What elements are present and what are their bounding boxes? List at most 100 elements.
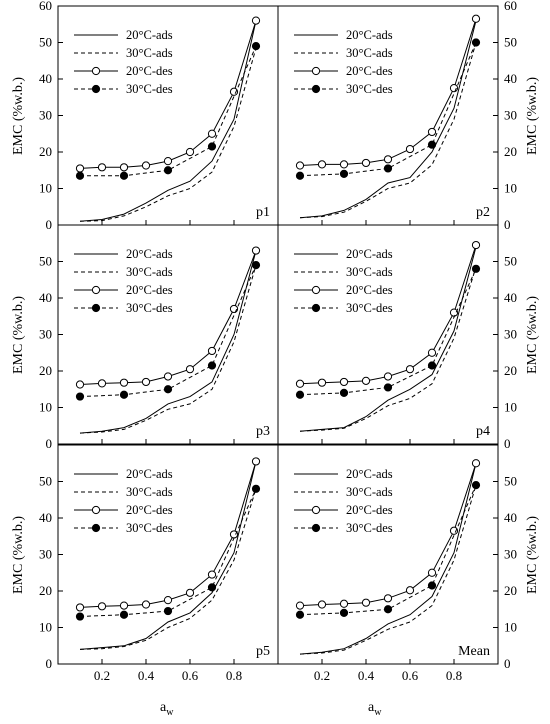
x-tick-label: 0.2	[314, 668, 330, 683]
series-point-3	[361, 158, 371, 168]
series-point-3	[317, 160, 327, 169]
y-tick-label: 20	[504, 583, 517, 598]
series-point-4	[295, 390, 305, 399]
y-tick-label: 50	[504, 254, 517, 269]
y-tick-label: 10	[39, 400, 52, 415]
y-tick-label: 50	[39, 35, 52, 50]
y-tick-label: 50	[39, 254, 52, 269]
x-axis-title-left-sub: w	[166, 707, 174, 718]
y-tick-label: 40	[39, 290, 52, 305]
y-axis-title-row1-right: EMC (%w.b.)	[525, 77, 540, 155]
x-axis-title-right-main: a	[368, 700, 375, 715]
legend-label-3: 20°C-des	[346, 64, 393, 78]
x-tick-label: 0.4	[138, 668, 155, 683]
series-point-3	[317, 600, 327, 609]
panel-mean: 0 10 20 30 40 50 0.2 0.4 0.6 0.8 20°C-ads 30°C-ads 2…	[277, 444, 517, 683]
panel-grid: 0 10 20 30 40 50 60 20°C-ads 30°C-ads 20°C-des 30°…	[39, 0, 517, 683]
legend-label-3: 20°C-des	[346, 503, 393, 517]
series-point-4	[383, 605, 393, 614]
series-point-4	[427, 140, 437, 149]
series-point-3	[185, 365, 195, 374]
legend-label-4: 30°C-des	[346, 521, 393, 535]
y-tick-label: 10	[504, 400, 517, 415]
y-tick-label: 30	[504, 327, 517, 342]
series-point-3	[295, 379, 305, 388]
series-point-4	[383, 164, 393, 173]
legend-marker-4	[311, 84, 321, 94]
legend-label-1: 20°C-ads	[126, 247, 173, 261]
legend-label-4: 30°C-des	[126, 82, 173, 96]
y-tick-label: 10	[39, 620, 52, 635]
y-axis-title-row1-left: EMC (%w.b.)	[11, 77, 26, 155]
series-point-3	[75, 164, 85, 173]
series-point-3	[339, 160, 349, 169]
y-tick-label: 20	[39, 144, 52, 159]
legend-label-2: 30°C-ads	[126, 46, 173, 60]
legend-label-1: 20°C-ads	[346, 467, 393, 481]
series-point-3	[163, 157, 173, 166]
series-line-2	[79, 264, 257, 434]
legend-label-4: 30°C-des	[346, 82, 393, 96]
series-line-2	[299, 42, 477, 219]
legend-label-4: 30°C-des	[126, 521, 173, 535]
series-line-4	[80, 45, 257, 177]
series-point-3	[251, 16, 261, 25]
series-point-3	[229, 304, 239, 314]
x-axis-title-left-main: a	[160, 700, 167, 715]
legend-marker-4	[91, 84, 101, 94]
y-axis-title-row2-right: EMC (%w.b.)	[525, 296, 540, 374]
series-line-1	[79, 20, 257, 222]
series-line-2	[79, 47, 257, 222]
legend-label-2: 30°C-ads	[126, 485, 173, 499]
series-point-3	[295, 161, 305, 170]
legend-label-2: 30°C-ads	[346, 485, 393, 499]
series-point-4	[471, 264, 481, 273]
y-tick-label: 60	[39, 0, 52, 13]
y-tick-label: 0	[504, 217, 511, 232]
series-point-3	[251, 457, 261, 466]
panel-p4: 0 10 20 30 40 50 20°C-ads 30°C-ads 20°C-des 30°C-…	[277, 224, 517, 451]
series-point-3	[405, 365, 415, 374]
x-axis-title-right-sub: w	[374, 707, 382, 718]
legend-marker-4	[311, 303, 321, 313]
series-point-3	[97, 163, 107, 172]
series-point-3	[427, 348, 437, 357]
series-line-4	[299, 42, 477, 177]
x-tick-label: 0.8	[226, 668, 242, 683]
series-point-3	[207, 570, 217, 579]
series-point-4	[295, 171, 305, 180]
series-point-4	[163, 385, 173, 394]
series-point-4	[471, 481, 481, 490]
y-tick-label: 0	[504, 436, 511, 451]
series-line-4	[299, 268, 477, 396]
series-point-3	[207, 346, 217, 356]
y-tick-label: 40	[504, 290, 517, 305]
y-tick-label: 60	[504, 0, 517, 13]
series-point-4	[207, 583, 217, 592]
series-line-1	[299, 246, 477, 432]
series-line-1	[79, 250, 257, 434]
series-point-4	[75, 612, 85, 621]
series-point-4	[75, 171, 85, 180]
series-point-3	[383, 372, 393, 381]
x-tick-label: 0.4	[358, 668, 375, 683]
series-point-3	[119, 378, 129, 387]
series-point-4	[339, 608, 349, 618]
panel-p1: 0 10 20 30 40 50 60 20°C-ads 30°C-ads 20°C-des 30°…	[39, 0, 279, 232]
series-point-4	[75, 392, 85, 401]
y-tick-label: 20	[504, 363, 517, 378]
y-axis-title-row2-left: EMC (%w.b.)	[11, 296, 26, 374]
y-axis-title-row3-right: EMC (%w.b.)	[525, 516, 540, 594]
x-tick-label: 0.6	[182, 668, 199, 683]
series-line-1	[299, 463, 477, 655]
series-point-4	[295, 610, 305, 619]
y-tick-label: 50	[39, 474, 52, 489]
y-tick-label: 30	[39, 108, 52, 123]
series-point-3	[185, 147, 195, 157]
series-point-4	[207, 142, 217, 151]
series-point-4	[251, 484, 261, 493]
legend-label-1: 20°C-ads	[126, 28, 173, 42]
y-tick-label: 40	[504, 510, 517, 525]
series-line-2	[299, 266, 477, 432]
